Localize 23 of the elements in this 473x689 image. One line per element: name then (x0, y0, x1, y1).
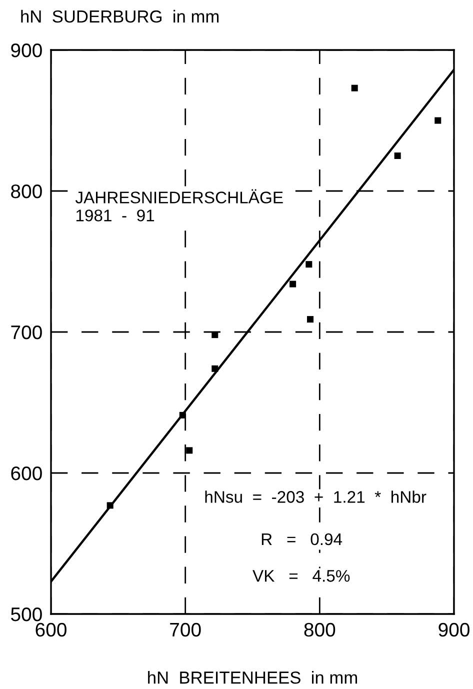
point (307, 316, 314, 323)
point (212, 332, 218, 338)
y-tick-label: 700 (11, 325, 42, 340)
point (290, 280, 296, 288)
point (351, 84, 358, 92)
annotation: R = 0.94 (262, 533, 342, 546)
x-tick-label: 900 (438, 622, 470, 637)
annotation: hNsu = -203 + 1.21 * hNbr (205, 490, 426, 503)
point (306, 261, 312, 268)
x-axis-title: hN BREITENHEES in mm (148, 671, 357, 684)
point (394, 152, 401, 160)
point (434, 117, 442, 124)
x-tick-label: 700 (170, 622, 201, 637)
y-axis-title: hN SUDERBURG in mm (21, 10, 219, 23)
point (186, 447, 193, 454)
annotation: VK = 4.5% (252, 570, 350, 582)
y-tick-label: 800 (11, 184, 42, 198)
annotation: JAHRESNIEDERSCHLÄGE 1981 - 91 (75, 189, 283, 222)
y-tick-label: 500 (11, 607, 42, 622)
x-tick-label: 800 (304, 622, 336, 637)
x-tick-label: 600 (36, 622, 66, 637)
y-tick-label: 600 (11, 466, 42, 480)
y-tick-label: 900 (11, 43, 42, 58)
